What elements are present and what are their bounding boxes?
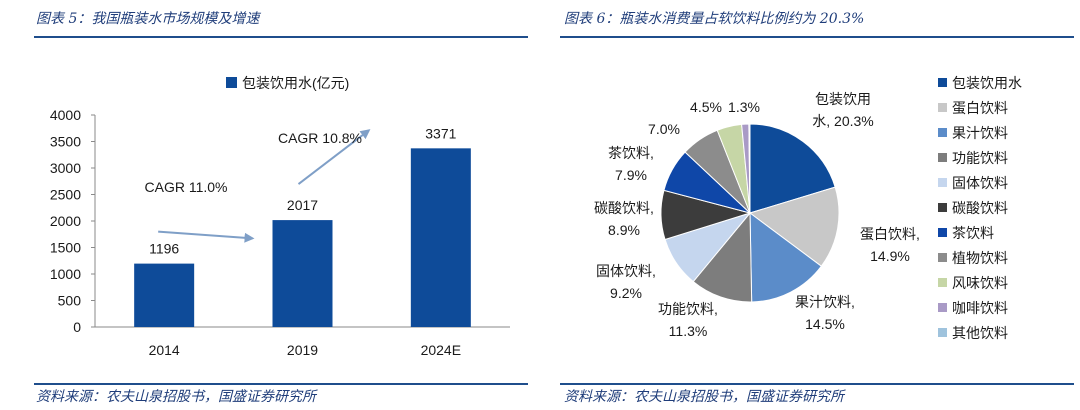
legend-label: 其他饮料 <box>952 325 1008 341</box>
pie-slice <box>692 211 753 303</box>
pie-pct-label: 14.9% <box>870 248 910 264</box>
y-tick-label: 1000 <box>50 266 81 282</box>
pie-pct-label: 11.3% <box>669 323 708 339</box>
pie-chart: 包装饮用水, 20.3% 蛋白饮料, 14.9% 果汁饮料, 14.5% 功能饮料, 11.… <box>594 75 1022 341</box>
pie-pct-label: 14.5% <box>805 316 845 332</box>
pie-pct-label: 8.9% <box>608 222 640 238</box>
pie-slice <box>749 211 823 303</box>
pie-slice-label: 果汁饮料, <box>795 294 855 310</box>
source-rule <box>34 383 528 385</box>
source-rule <box>560 383 1074 385</box>
pie-pct-label: 7.9% <box>615 167 647 183</box>
legend-swatch <box>938 278 947 287</box>
legend-label: 茶饮料 <box>952 225 994 241</box>
pie-pct-label: 水, 20.3% <box>812 113 873 129</box>
legend-swatch <box>938 203 947 212</box>
pie-slice <box>748 123 751 214</box>
pie-slice-label: 功能饮料, <box>658 301 718 317</box>
pie-slice-label: 固体饮料, <box>596 263 656 279</box>
bar <box>410 148 471 327</box>
legend-swatch <box>938 178 947 187</box>
market-size-title: 图表 5：我国瓶装水市场规模及增速 <box>36 11 260 27</box>
share-title: 图表 6：瓶装水消费量占软饮料比例约为 20.3% <box>564 11 865 27</box>
market-size-panel: 图表 5：我国瓶装水市场规模及增速 0 500 1000 1500 2000 2500 30… <box>0 0 532 410</box>
pie-pct-label: 9.2% <box>610 285 642 301</box>
legend-swatch <box>938 103 947 112</box>
y-tick-label: 2000 <box>50 213 81 229</box>
bar <box>272 220 333 327</box>
y-tick-label: 2500 <box>50 187 81 203</box>
legend-label: 包装饮用水(亿元) <box>242 75 349 91</box>
cagr-label: CAGR 10.8% <box>278 130 362 146</box>
legend-swatch <box>226 77 237 88</box>
cagr-arrow <box>158 230 255 243</box>
legend-label: 包装饮用水 <box>952 75 1022 91</box>
title-rule <box>560 36 1074 38</box>
share-panel: 图表 6：瓶装水消费量占软饮料比例约为 20.3% 包装饮用水, 20.3% 蛋白… <box>556 0 1080 410</box>
bar <box>134 263 195 327</box>
y-tick-label: 1500 <box>50 240 81 256</box>
legend-swatch <box>938 253 947 262</box>
y-tick-label: 500 <box>58 293 82 309</box>
pie-slice-label: 包装饮用 <box>815 91 871 107</box>
legend-label: 果汁饮料 <box>952 125 1008 141</box>
x-tick-label: 2024E <box>421 342 461 358</box>
y-tick-label: 0 <box>73 319 81 335</box>
bar-value-label: 3371 <box>425 125 456 141</box>
legend-label: 固体饮料 <box>952 175 1008 191</box>
legend-swatch <box>938 153 947 162</box>
y-tick-label: 3000 <box>50 160 81 176</box>
y-tick-label: 4000 <box>50 107 81 123</box>
pie-pct-label: 4.5% <box>690 99 722 115</box>
x-tick-label: 2019 <box>287 342 318 358</box>
bar-value-label: 2017 <box>287 197 318 213</box>
pie-slice-label: 碳酸饮料, <box>594 200 654 216</box>
legend-label: 碳酸饮料 <box>952 200 1008 216</box>
legend-swatch <box>938 128 947 137</box>
legend-swatch <box>938 78 947 87</box>
x-tick-label: 2014 <box>149 342 180 358</box>
pie-pct-label: 7.0% <box>648 121 680 137</box>
share-source: 资料来源：农夫山泉招股书，国盛证券研究所 <box>564 389 844 405</box>
pie-slice <box>748 186 840 267</box>
legend-label: 咖啡饮料 <box>952 300 1008 316</box>
bar-chart: 0 500 1000 1500 2000 2500 3000 3500 4000 1196 2014… <box>50 75 510 358</box>
market-size-source: 资料来源：农夫山泉招股书，国盛证券研究所 <box>36 389 316 405</box>
pie-slice-label: 蛋白饮料, <box>860 226 920 242</box>
pie-pct-label: 1.3% <box>728 99 760 115</box>
legend-label: 植物饮料 <box>952 250 1008 266</box>
pie-slice-label: 茶饮料, <box>608 145 654 161</box>
legend-swatch <box>938 228 947 237</box>
legend-swatch <box>938 328 947 337</box>
title-rule <box>34 36 528 38</box>
y-tick-label: 3500 <box>50 134 81 150</box>
bar-value-label: 1196 <box>149 241 179 257</box>
legend-label: 蛋白饮料 <box>952 100 1008 116</box>
legend-swatch <box>938 303 947 312</box>
cagr-label: CAGR 11.0% <box>145 179 228 195</box>
pie-slice <box>749 123 836 214</box>
cagr-arrow <box>297 129 371 185</box>
legend-label: 功能饮料 <box>952 150 1008 166</box>
legend-label: 风味饮料 <box>952 275 1008 291</box>
